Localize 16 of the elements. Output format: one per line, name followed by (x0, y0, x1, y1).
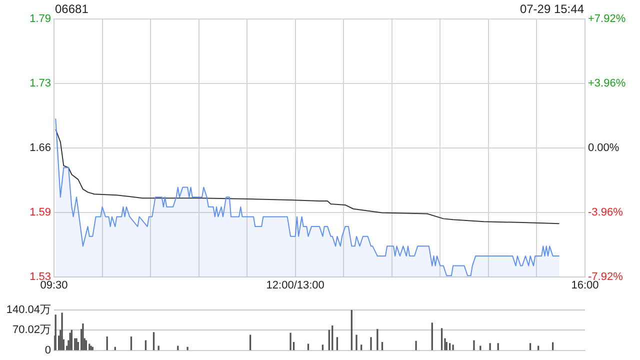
text: 07-29 15:44 (520, 2, 584, 16)
chart-title: 06681 (55, 2, 88, 16)
y-tick-label: 1.73 (30, 78, 51, 90)
y-tick-label: 1.79 (30, 13, 51, 26)
y2-tick-label: +7.92% (588, 13, 626, 26)
y-tick-label: 140.04万 (6, 304, 51, 316)
y2-tick-label: -3.96% (588, 206, 624, 219)
y2-tick-label: 0.00% (588, 142, 620, 154)
y2-tick-label: +3.96% (588, 78, 626, 90)
x-tick-label: 09:30 (40, 280, 68, 292)
x-tick-label: 12:00/13:00 (266, 280, 324, 292)
y-tick-label: 1.66 (30, 142, 51, 154)
y-tick-label: 70.02万 (12, 324, 51, 336)
y-tick-label: 1.59 (30, 206, 51, 219)
x-tick-label: 16:00 (571, 280, 599, 292)
y-tick-label: 0 (44, 344, 51, 356)
